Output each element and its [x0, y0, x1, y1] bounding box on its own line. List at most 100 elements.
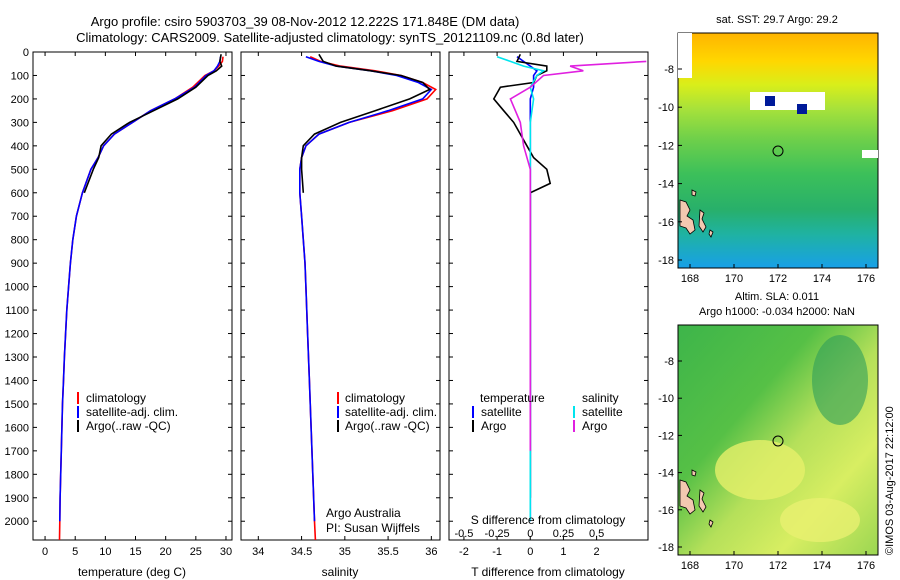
- s-tick-label: 0: [527, 528, 533, 540]
- map-x-tick-label: 170: [725, 273, 743, 285]
- map-x-tick-label: 172: [769, 273, 787, 285]
- depth-tick-label: 1600: [5, 422, 29, 434]
- sla-map-title2: Argo h1000: -0.034 h2000: NaN: [699, 306, 855, 318]
- legend-s-argo-label: Argo: [582, 419, 608, 433]
- legend-satellite-label: satellite-adj. clim.: [86, 405, 178, 419]
- map-y-tick-label: -16: [658, 217, 674, 229]
- depth-tick-label: 1900: [5, 493, 29, 505]
- map-x-tick-label: 168: [681, 273, 699, 285]
- depth-tick-label: 500: [11, 164, 29, 176]
- sst-map: sat. SST: 29.7 Argo: 29.2: [658, 14, 879, 285]
- salinity-xlabel: salinity: [322, 565, 359, 579]
- sst-cloud-mask: [678, 33, 692, 78]
- depth-tick-label: 100: [11, 70, 29, 82]
- x-tick-label: 34.5: [291, 546, 312, 558]
- sst-map-title: sat. SST: 29.7 Argo: 29.2: [716, 14, 838, 26]
- x-tick-label: 2: [594, 546, 600, 558]
- difference-xlabel-t: T difference from climatology: [471, 565, 625, 579]
- depth-tick-label: 700: [11, 211, 29, 223]
- difference-xlabel-s: S difference from climatology: [471, 513, 626, 527]
- series-line-salinity-argo: [509, 60, 647, 451]
- temperature-legend: climatology satellite-adj. clim. Argo(..…: [77, 391, 178, 433]
- legend-argo-label: Argo(..raw -QC): [86, 419, 171, 433]
- x-tick-label: -2: [459, 546, 469, 558]
- sla-map: Altim. SLA: 0.011 Argo h1000: -0.034 h20…: [658, 291, 879, 572]
- map-y-tick-label: -10: [658, 102, 674, 114]
- x-tick-label: 20: [160, 546, 172, 558]
- map-y-tick-label: -8: [664, 356, 674, 368]
- map-y-tick-label: -12: [658, 430, 674, 442]
- x-tick-label: 10: [99, 546, 111, 558]
- annotation-pi: PI: Susan Wijffels: [326, 521, 420, 535]
- depth-tick-label: 1500: [5, 399, 29, 411]
- figure-title-line2: Climatology: CARS2009. Satellite-adjuste…: [76, 30, 584, 45]
- map-x-tick-label: 176: [857, 560, 875, 572]
- depth-tick-label: 900: [11, 258, 29, 270]
- temperature-panel: 0 5 10 15 20 25 30 temperature (deg C) climato…: [32, 51, 233, 579]
- map-x-tick-label: 176: [857, 273, 875, 285]
- legend-climatology-label: climatology: [345, 391, 405, 405]
- depth-tick-label: 2000: [5, 516, 29, 528]
- map-x-tick-label: 174: [813, 560, 831, 572]
- map-y-tick-label: -14: [658, 468, 674, 480]
- depth-tick-label: 300: [11, 117, 29, 129]
- x-tick-label: 30: [220, 546, 232, 558]
- sla-low-patch: [812, 335, 868, 425]
- map-y-tick-label: -18: [658, 255, 674, 267]
- depth-tick-label: 1800: [5, 469, 29, 481]
- map-y-tick-label: -10: [658, 393, 674, 405]
- depth-tick-label: 1400: [5, 375, 29, 387]
- difference-legend: temperature satellite Argo salinity sate…: [472, 391, 623, 433]
- difference-panel-frame: [448, 51, 649, 541]
- sst-map-frame: [677, 32, 879, 269]
- s-tick-label: 0.25: [553, 528, 574, 540]
- legend-s-satellite-label: satellite: [582, 405, 623, 419]
- legend-climatology-label: climatology: [86, 391, 146, 405]
- map-y-tick-label: -16: [658, 505, 674, 517]
- map-x-tick-label: 174: [813, 273, 831, 285]
- series-line-argo-raw-qc-: [83, 54, 223, 194]
- salinity-panel: 34 34.5 35 35.5 36 salinity climatology sate…: [240, 51, 441, 579]
- legend-satellite-label: satellite-adj. clim.: [345, 405, 437, 419]
- legend-t-satellite-label: satellite: [481, 405, 522, 419]
- annotation-org: Argo Australia: [326, 506, 401, 520]
- temperature-panel-frame: [32, 51, 233, 541]
- depth-tick-label: 400: [11, 141, 29, 153]
- map-x-tick-label: 168: [681, 560, 699, 572]
- x-tick-label: 35: [339, 546, 351, 558]
- sla-high-patch: [780, 498, 860, 542]
- legend-salinity-heading: salinity: [582, 391, 619, 405]
- depth-tick-label: 200: [11, 94, 29, 106]
- map-y-tick-label: -14: [658, 179, 674, 191]
- x-tick-label: 5: [72, 546, 78, 558]
- depth-tick-label: 1200: [5, 329, 29, 341]
- map-y-tick-label: -18: [658, 542, 674, 554]
- s-tick-label: 0.5: [589, 528, 604, 540]
- depth-tick-label: 1700: [5, 446, 29, 458]
- legend-temperature-heading: temperature: [480, 391, 545, 405]
- x-tick-label: 34: [252, 546, 264, 558]
- sst-cloud-mask: [862, 150, 878, 158]
- sst-cloud-mask: [750, 92, 825, 110]
- salinity-panel-frame: [240, 51, 441, 541]
- x-tick-label: 0: [42, 546, 48, 558]
- sst-cold-patch: [765, 96, 775, 106]
- map-y-tick-label: -8: [664, 64, 674, 76]
- sla-float-marker: [772, 435, 784, 447]
- temperature-xlabel: temperature (deg C): [78, 565, 186, 579]
- x-tick-label: 15: [129, 546, 141, 558]
- x-tick-label: 36: [425, 546, 437, 558]
- x-tick-label: 25: [190, 546, 202, 558]
- x-tick-label: 35.5: [377, 546, 398, 558]
- s-tick-label: -0.25: [485, 528, 510, 540]
- depth-tick-label: 600: [11, 188, 29, 200]
- legend-t-argo-label: Argo: [481, 419, 507, 433]
- map-x-tick-label: 170: [725, 560, 743, 572]
- sla-map-title1: Altim. SLA: 0.011: [735, 291, 819, 303]
- depth-axis: 0 100 200 300 400 500 600 700 800 900 1000 1100 1200…: [5, 47, 29, 528]
- depth-tick-label: 1300: [5, 352, 29, 364]
- map-x-tick-label: 172: [769, 560, 787, 572]
- sst-land-islands: [679, 189, 714, 238]
- map-y-tick-label: -12: [658, 140, 674, 152]
